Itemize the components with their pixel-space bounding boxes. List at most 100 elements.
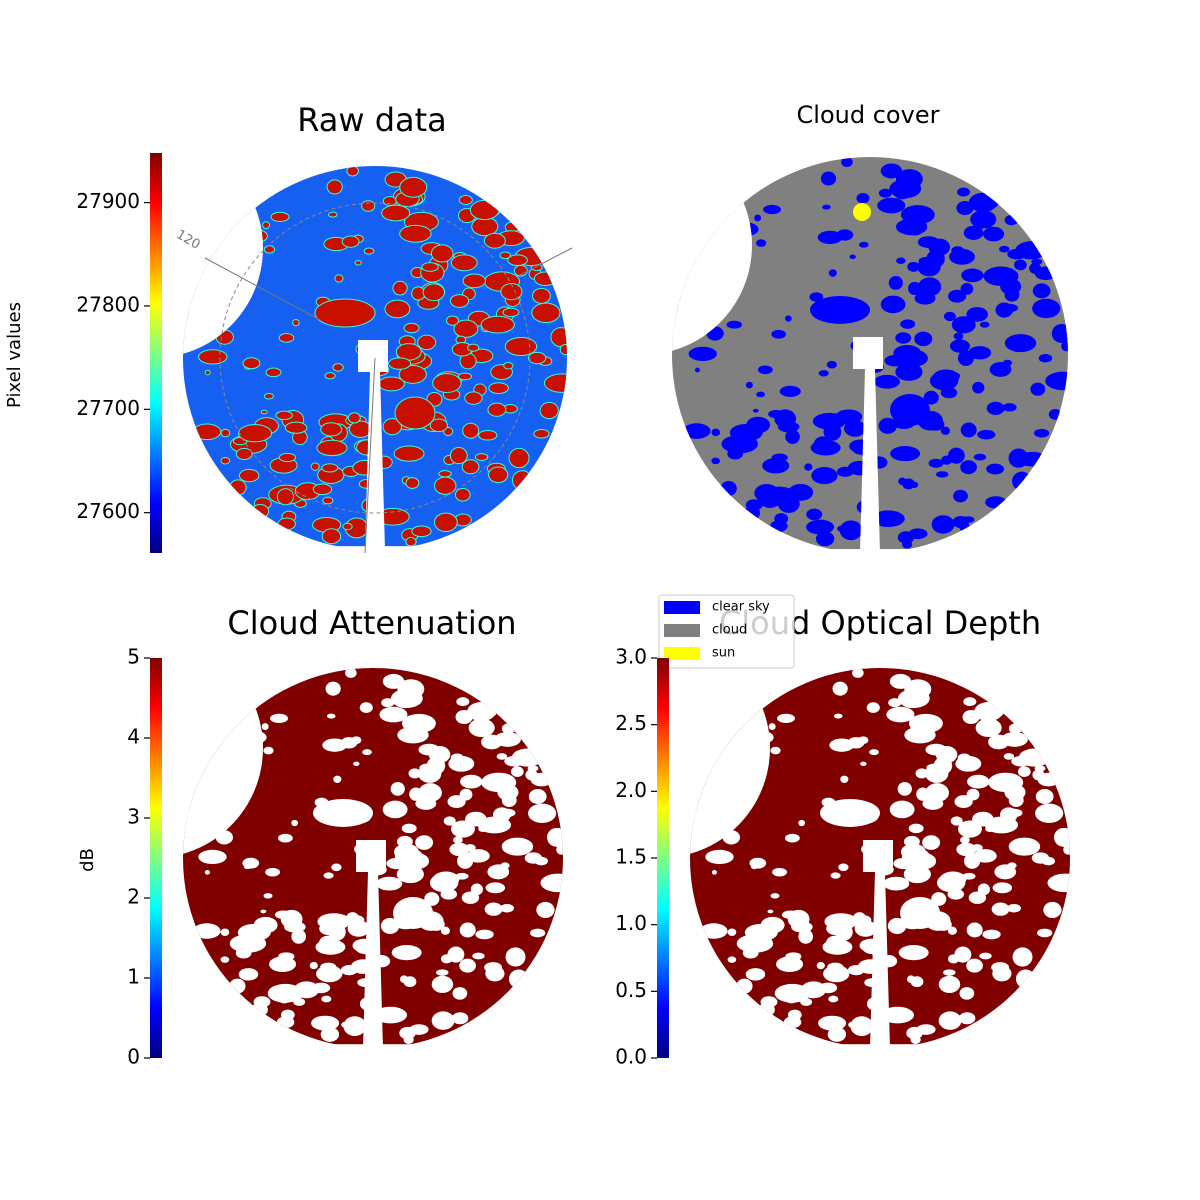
cloud-blob bbox=[500, 862, 510, 869]
cloud-blob bbox=[320, 962, 337, 971]
cloud-blob bbox=[1002, 303, 1019, 313]
cloud-blob bbox=[711, 428, 721, 437]
cloud-blob bbox=[376, 876, 403, 891]
cloud-blob bbox=[854, 920, 877, 937]
cloud-blob bbox=[884, 354, 907, 367]
cloud-blob bbox=[539, 401, 559, 420]
cloud-blob bbox=[312, 483, 333, 496]
cloud-blob bbox=[464, 844, 476, 852]
cloud-blob bbox=[380, 917, 400, 934]
cloud-blob bbox=[943, 311, 956, 322]
cloud-blob bbox=[938, 1011, 962, 1030]
cloud-blob bbox=[374, 1006, 408, 1024]
cloud-blob bbox=[749, 857, 767, 869]
cloud-blob bbox=[916, 787, 930, 801]
mast bbox=[863, 840, 893, 1048]
cloud-blob bbox=[415, 835, 434, 850]
cloud-blob bbox=[263, 893, 273, 899]
cloud-blob bbox=[837, 525, 847, 532]
cloud-blob bbox=[314, 298, 376, 328]
cloud-blob bbox=[382, 800, 408, 819]
tick-label: 1 bbox=[127, 965, 140, 989]
cloud-blob bbox=[1053, 827, 1070, 847]
cloud-blob bbox=[456, 697, 470, 707]
cloud-blob bbox=[403, 976, 417, 988]
cloud-blob bbox=[483, 232, 506, 249]
cloud-blob bbox=[895, 190, 910, 200]
tick-label: 27600 bbox=[76, 499, 140, 523]
cloud-blob bbox=[963, 697, 977, 707]
cloud-blob bbox=[284, 921, 306, 933]
cloud-blob bbox=[235, 447, 253, 461]
mast bbox=[853, 337, 883, 553]
cloud-blob bbox=[828, 995, 839, 1003]
cloud-blob bbox=[910, 976, 924, 988]
cloud-blob bbox=[966, 958, 983, 973]
cloud-blob bbox=[449, 294, 470, 308]
cloud-blob bbox=[499, 251, 512, 260]
cloud-blob bbox=[353, 761, 360, 766]
cloud-blob bbox=[954, 946, 972, 963]
legend-swatch bbox=[664, 624, 700, 637]
cloud-blob bbox=[736, 978, 753, 994]
cloud-blob bbox=[1051, 323, 1068, 343]
cloud-blob bbox=[540, 873, 563, 893]
cloud-blob bbox=[508, 969, 529, 989]
cloud-blob bbox=[804, 463, 813, 471]
cloud-blob bbox=[928, 458, 944, 468]
guide-line bbox=[204, 257, 321, 321]
cloud-blob bbox=[458, 194, 473, 205]
cloud-blob bbox=[477, 816, 512, 834]
cloud-blob bbox=[438, 470, 452, 478]
cloud-blob bbox=[1012, 947, 1033, 967]
cloud-blob bbox=[436, 969, 449, 976]
tick-label: 0.5 bbox=[615, 978, 647, 1002]
cloud-blob bbox=[393, 445, 425, 462]
cloud-blob bbox=[816, 961, 825, 970]
cloud-blob bbox=[1045, 371, 1068, 391]
cloud-blob bbox=[393, 843, 419, 861]
cloud-blob bbox=[957, 350, 975, 366]
cloud-blob bbox=[347, 920, 370, 937]
cloud-blob bbox=[880, 295, 906, 314]
tick-label: 27800 bbox=[76, 292, 140, 316]
cloud-blob bbox=[263, 392, 274, 400]
cloud-blob bbox=[326, 713, 336, 719]
cloud-blob bbox=[943, 969, 956, 976]
cloud-blob bbox=[292, 318, 300, 327]
panel-title: Cloud Attenuation bbox=[227, 604, 516, 642]
cloud-blob bbox=[462, 422, 480, 439]
cloud-blob bbox=[763, 204, 782, 215]
cloud-blob bbox=[359, 702, 373, 713]
cloud-blob bbox=[902, 540, 913, 549]
cloud-blob bbox=[238, 424, 273, 443]
cloud-blob bbox=[971, 844, 983, 852]
cloud-blob bbox=[393, 897, 433, 929]
tick-label: 2.0 bbox=[615, 778, 647, 802]
cloud-blob bbox=[334, 274, 344, 283]
cloud-blob bbox=[1006, 808, 1023, 818]
colorbar bbox=[150, 153, 162, 553]
cloud-blob bbox=[850, 1016, 874, 1037]
cloud-blob bbox=[711, 457, 720, 465]
cloud-blob bbox=[427, 918, 445, 931]
cloud-blob bbox=[204, 870, 211, 875]
cloud-blob bbox=[362, 749, 372, 756]
cloud-blob bbox=[822, 939, 853, 955]
cloud-blob bbox=[844, 420, 866, 437]
cloud-blob bbox=[988, 734, 1010, 750]
cloud-blob bbox=[461, 459, 480, 475]
cloud-blob bbox=[1003, 753, 1015, 760]
cloud-blob bbox=[397, 679, 425, 700]
cloud-blob bbox=[354, 260, 362, 266]
cloud-blob bbox=[727, 928, 737, 937]
cloud-blob bbox=[928, 238, 951, 256]
cloud-blob bbox=[770, 893, 780, 899]
cloud-blob bbox=[959, 987, 975, 1000]
cloud-blob bbox=[505, 947, 526, 967]
cloud-blob bbox=[390, 781, 405, 796]
cloud-blob bbox=[1000, 278, 1022, 295]
cloud-blob bbox=[278, 452, 297, 463]
cloud-blob bbox=[276, 987, 293, 1004]
